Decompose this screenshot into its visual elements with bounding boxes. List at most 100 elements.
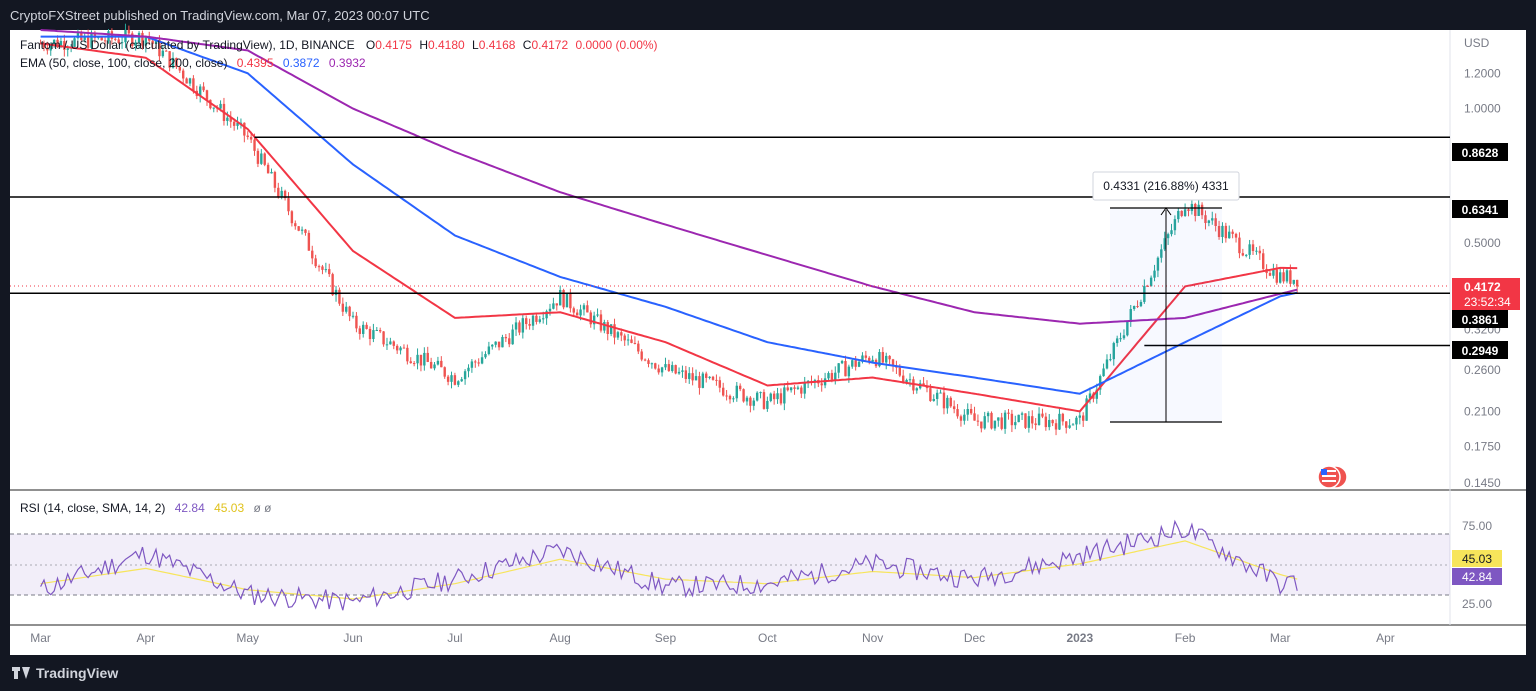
candle bbox=[266, 162, 270, 174]
candle bbox=[1082, 412, 1085, 427]
ema100-value: 0.3872 bbox=[282, 56, 320, 70]
candle bbox=[270, 168, 273, 174]
ema-line-100[interactable] bbox=[40, 35, 1298, 395]
candle bbox=[888, 355, 891, 365]
candle bbox=[1295, 279, 1299, 294]
us-flag-event-icon[interactable] bbox=[1317, 465, 1348, 489]
candle bbox=[161, 44, 165, 58]
price-tick-5: 0.2600 bbox=[1464, 363, 1501, 377]
time-label-9: Dec bbox=[964, 631, 985, 645]
currency-label: USD bbox=[1464, 36, 1490, 50]
candle bbox=[518, 320, 521, 336]
tradingview-logo[interactable]: TradingView bbox=[12, 665, 118, 681]
candle bbox=[1251, 239, 1255, 255]
time-label-10: 2023 bbox=[1066, 631, 1093, 645]
candle bbox=[229, 111, 232, 128]
candle bbox=[630, 335, 633, 344]
candle bbox=[416, 348, 419, 370]
symbol-legend[interactable]: Fantom / US Dollar (calculated by Tradin… bbox=[20, 38, 658, 52]
ema-legend[interactable]: EMA (50, close, 100, close, 200, close) … bbox=[20, 56, 366, 70]
rsi-value-badge: 42.84 bbox=[1452, 568, 1502, 585]
ema-label: EMA (50, close, 100, close, 200, close) bbox=[20, 56, 228, 70]
ohlc-low-label: L bbox=[472, 38, 479, 52]
candle bbox=[514, 317, 518, 336]
candle bbox=[1088, 387, 1092, 404]
candle bbox=[1278, 268, 1282, 284]
candle bbox=[1292, 279, 1295, 286]
candle bbox=[321, 264, 324, 275]
price-tick-6: 0.2100 bbox=[1464, 404, 1501, 418]
candle bbox=[277, 182, 280, 199]
candle bbox=[182, 68, 185, 84]
rsi-layer bbox=[40, 519, 1298, 611]
svg-text:0.3861: 0.3861 bbox=[1462, 313, 1499, 327]
candle bbox=[307, 230, 311, 251]
candle bbox=[745, 395, 749, 406]
level-badge-s2: 0.2949 bbox=[1452, 341, 1508, 359]
candle bbox=[531, 313, 535, 331]
candle bbox=[752, 397, 755, 411]
candle bbox=[599, 309, 603, 333]
candle bbox=[691, 367, 694, 386]
candle bbox=[395, 344, 399, 354]
candle bbox=[409, 357, 412, 364]
candle bbox=[171, 52, 175, 69]
publish-info: CryptoFXStreet published on TradingView.… bbox=[10, 8, 430, 23]
candle bbox=[885, 352, 888, 370]
candle bbox=[297, 226, 300, 232]
candle bbox=[993, 420, 997, 431]
candle bbox=[742, 388, 745, 403]
symbol-name: Fantom / US Dollar (calculated by Tradin… bbox=[20, 38, 355, 52]
candle bbox=[786, 381, 789, 392]
candle bbox=[440, 356, 443, 368]
time-label-2: May bbox=[236, 631, 259, 645]
candle bbox=[586, 300, 589, 313]
candle bbox=[932, 394, 935, 402]
time-label-8: Nov bbox=[862, 631, 883, 645]
candle bbox=[1245, 254, 1248, 258]
candle bbox=[966, 403, 969, 421]
candle bbox=[1027, 411, 1031, 433]
candle bbox=[175, 57, 178, 69]
candle bbox=[1177, 207, 1180, 223]
svg-text:0.4172: 0.4172 bbox=[1464, 280, 1501, 294]
publish-bar: CryptoFXStreet published on TradingView.… bbox=[0, 0, 1536, 30]
price-tick-0: 1.2000 bbox=[1464, 66, 1501, 80]
candle bbox=[508, 333, 511, 348]
candle bbox=[990, 411, 993, 430]
candle bbox=[1255, 247, 1258, 255]
ema-line-50[interactable] bbox=[40, 42, 1298, 413]
rsi-legend[interactable]: RSI (14, close, SMA, 14, 2) 42.84 45.03 … bbox=[20, 501, 271, 515]
candle bbox=[657, 364, 660, 375]
candle bbox=[1173, 215, 1177, 236]
candle bbox=[705, 371, 708, 383]
candle bbox=[480, 351, 484, 365]
candle bbox=[711, 375, 715, 381]
ohlc-close: 0.4172 bbox=[531, 38, 569, 52]
rsi-sma-line[interactable] bbox=[40, 540, 1298, 600]
price-range-measure[interactable]: 0.4331 (216.88%) 4331 bbox=[1092, 171, 1240, 423]
candle bbox=[633, 336, 637, 345]
candle bbox=[1187, 207, 1190, 217]
candle bbox=[1058, 408, 1061, 431]
rsi-line[interactable] bbox=[40, 519, 1298, 611]
candle bbox=[1258, 245, 1262, 261]
candle bbox=[73, 36, 76, 49]
candle bbox=[592, 311, 596, 330]
candle bbox=[42, 40, 46, 52]
candle bbox=[283, 189, 287, 201]
candle bbox=[501, 334, 504, 348]
candle bbox=[1228, 225, 1231, 239]
candle bbox=[942, 386, 946, 415]
candle bbox=[443, 366, 446, 379]
candle bbox=[1170, 223, 1173, 237]
candle bbox=[385, 337, 389, 350]
ema-line-200[interactable] bbox=[40, 29, 1298, 325]
candle bbox=[637, 340, 640, 355]
candle bbox=[314, 254, 317, 269]
candle bbox=[732, 396, 735, 403]
candle bbox=[1126, 321, 1129, 337]
candle bbox=[840, 359, 844, 365]
candle bbox=[671, 361, 674, 373]
